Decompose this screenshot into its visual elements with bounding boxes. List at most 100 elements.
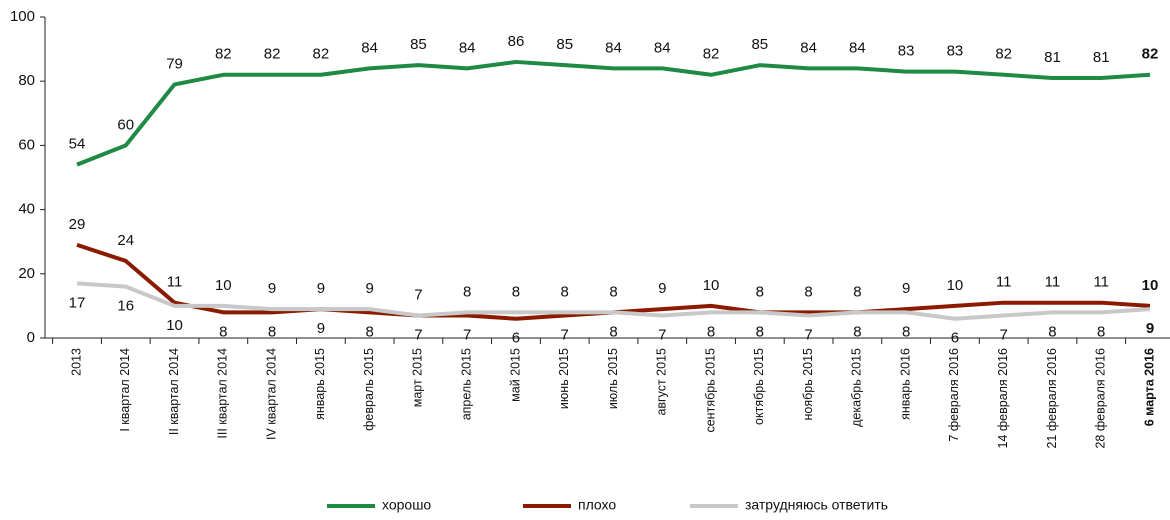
data-label: 81 — [1044, 49, 1061, 66]
data-label: 9 — [317, 280, 325, 297]
data-label: 10 — [947, 277, 964, 294]
data-label: 8 — [756, 283, 764, 300]
data-label: 7 — [561, 326, 569, 343]
x-tick-label: III квартал 2014 — [216, 348, 230, 439]
data-label: 8 — [512, 283, 520, 300]
x-tick-label: 7 февраля 2016 — [947, 348, 961, 442]
data-label: 17 — [69, 294, 86, 311]
data-label: 84 — [800, 39, 817, 56]
x-tick-label: май 2015 — [508, 348, 522, 402]
x-tick-label: 14 февраля 2016 — [996, 348, 1010, 449]
x-tick-label: февраль 2015 — [362, 348, 376, 431]
data-label: 11 — [1045, 274, 1061, 291]
x-tick-label: II квартал 2014 — [167, 348, 181, 435]
legend-label: плохо — [578, 497, 616, 513]
x-tick-label: октябрь 2015 — [752, 348, 766, 425]
line-series — [76, 281, 1151, 321]
data-label: 7 — [414, 286, 422, 303]
x-tick-label: ноябрь 2015 — [801, 348, 815, 421]
data-label: 8 — [1097, 323, 1105, 340]
data-label: 7 — [414, 326, 422, 343]
data-label: 9 — [268, 280, 276, 297]
data-label: 84 — [459, 39, 476, 56]
data-label: 85 — [751, 36, 768, 53]
x-tick-label: 6 марта 2016 — [1142, 348, 1156, 426]
data-label: 83 — [947, 43, 964, 60]
data-label: 7 — [658, 326, 666, 343]
data-label: 24 — [117, 232, 134, 249]
data-label: 6 — [512, 330, 520, 347]
data-label: 84 — [654, 39, 671, 56]
x-tick-label: январь 2015 — [313, 348, 327, 420]
y-tick-label: 80 — [18, 72, 35, 89]
data-label: 8 — [561, 283, 569, 300]
data-label: 10 — [1142, 277, 1159, 294]
data-label: 54 — [69, 136, 86, 153]
legend-label: хорошо — [382, 497, 431, 513]
data-label: 85 — [410, 36, 427, 53]
data-label: 11 — [996, 274, 1012, 291]
x-tick-label: 28 февраля 2016 — [1094, 348, 1108, 449]
x-tick-label: июль 2015 — [606, 348, 620, 409]
x-tick-label: I квартал 2014 — [118, 348, 132, 432]
data-label: 81 — [1093, 49, 1110, 66]
data-label: 84 — [605, 39, 622, 56]
y-tick-label: 100 — [10, 8, 35, 25]
data-label: 16 — [117, 298, 134, 315]
data-label: 60 — [117, 116, 134, 133]
x-tick-label: IV квартал 2014 — [264, 348, 278, 440]
data-label: 82 — [215, 46, 232, 63]
data-label: 10 — [703, 277, 720, 294]
data-label: 8 — [1048, 323, 1056, 340]
data-label: 8 — [219, 323, 227, 340]
y-tick-label: 40 — [18, 201, 35, 218]
data-label: 82 — [313, 46, 330, 63]
x-tick-label: август 2015 — [655, 348, 669, 416]
data-label: 84 — [849, 39, 866, 56]
x-tick-label: июнь 2015 — [557, 348, 571, 409]
y-tick-label: 20 — [18, 265, 35, 282]
data-label: 7 — [1000, 326, 1008, 343]
data-label: 10 — [166, 317, 183, 334]
y-tick-label: 60 — [18, 136, 35, 153]
data-label: 79 — [166, 55, 183, 72]
data-label: 11 — [167, 274, 183, 291]
line-series — [76, 59, 1151, 167]
x-tick-label: декабрь 2015 — [850, 348, 864, 427]
data-label: 8 — [365, 323, 373, 340]
data-label: 8 — [756, 323, 764, 340]
data-label: 11 — [1093, 274, 1109, 291]
data-label: 6 — [951, 330, 959, 347]
x-tick-label: сентябрь 2015 — [703, 348, 717, 433]
data-label: 8 — [902, 323, 910, 340]
data-label: 8 — [804, 283, 812, 300]
data-label: 82 — [995, 46, 1012, 63]
data-label: 9 — [902, 280, 910, 297]
data-label: 7 — [463, 326, 471, 343]
data-label: 8 — [609, 323, 617, 340]
legend-label: затрудняюсь ответить — [745, 497, 888, 513]
data-label: 8 — [707, 323, 715, 340]
data-label: 8 — [268, 323, 276, 340]
y-tick-label: 0 — [27, 329, 35, 346]
data-label: 82 — [1142, 46, 1159, 63]
data-label: 86 — [508, 33, 525, 50]
data-label: 7 — [804, 326, 812, 343]
data-label: 9 — [658, 280, 666, 297]
x-tick-label: январь 2016 — [898, 348, 912, 420]
x-tick-label: март 2015 — [411, 348, 425, 407]
data-label: 84 — [361, 39, 378, 56]
data-label: 8 — [853, 323, 861, 340]
data-label: 29 — [69, 216, 86, 233]
data-label: 8 — [609, 283, 617, 300]
data-label: 10 — [215, 277, 232, 294]
x-tick-label: 2013 — [69, 348, 83, 376]
x-tick-label: 21 февраля 2016 — [1045, 348, 1059, 449]
data-label: 83 — [898, 43, 915, 60]
data-label: 9 — [317, 320, 325, 337]
data-label: 8 — [463, 283, 471, 300]
data-label: 85 — [556, 36, 573, 53]
data-label: 82 — [703, 46, 720, 63]
x-tick-label: апрель 2015 — [459, 348, 473, 420]
